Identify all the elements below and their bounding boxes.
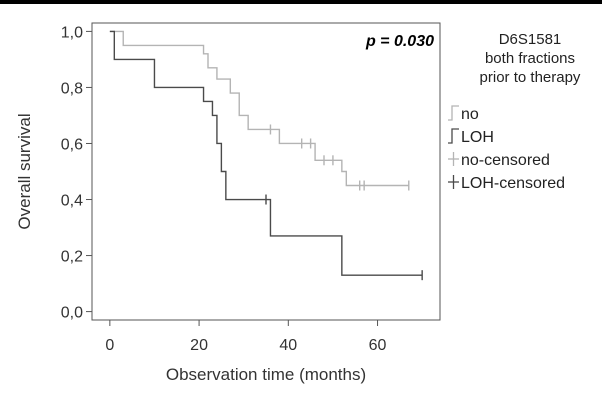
legend-title-line: D6S1581 bbox=[499, 31, 562, 48]
legend-swatch-step bbox=[448, 128, 459, 144]
x-tick-label: 0 bbox=[105, 337, 114, 354]
legend-title-line: prior to therapy bbox=[480, 69, 581, 86]
p-value-annotation: p = 0.030 bbox=[365, 33, 434, 50]
y-tick-label: 0,8 bbox=[61, 80, 83, 97]
top-border bbox=[0, 0, 602, 4]
y-tick-label: 0,6 bbox=[61, 136, 83, 153]
legend-entry-label: no-censored bbox=[461, 152, 550, 169]
legend: D6S1581 both fractions prior to therapy no L… bbox=[448, 31, 581, 192]
legend-title-line: both fractions bbox=[485, 50, 575, 67]
x-tick-label: 60 bbox=[369, 337, 387, 354]
y-tick-label: 0,2 bbox=[61, 249, 83, 266]
survival-curve-no bbox=[109, 30, 409, 187]
y-tick-label: 0,4 bbox=[61, 193, 83, 210]
legend-entry-label: no bbox=[461, 106, 479, 123]
x-axis: 0 20 40 60 bbox=[105, 320, 387, 354]
x-tick-label: 20 bbox=[190, 337, 208, 354]
x-axis-label: Observation time (months) bbox=[166, 365, 366, 384]
y-axis: 0,0 0,2 0,4 0,6 0,8 1,0 bbox=[61, 24, 92, 322]
plot-frame bbox=[91, 22, 441, 321]
x-tick-label: 40 bbox=[279, 337, 297, 354]
y-tick-label: 0,0 bbox=[61, 305, 83, 322]
survival-curve-LOH bbox=[109, 30, 423, 276]
legend-swatch-step bbox=[448, 105, 459, 121]
legend-entry-label: LOH-censored bbox=[461, 175, 565, 192]
y-axis-label: Overall survival bbox=[15, 113, 34, 229]
plot-frame-group bbox=[91, 22, 441, 321]
legend-entry-label: LOH bbox=[461, 129, 494, 146]
series-layer bbox=[109, 30, 423, 281]
y-tick-label: 1,0 bbox=[61, 24, 83, 41]
